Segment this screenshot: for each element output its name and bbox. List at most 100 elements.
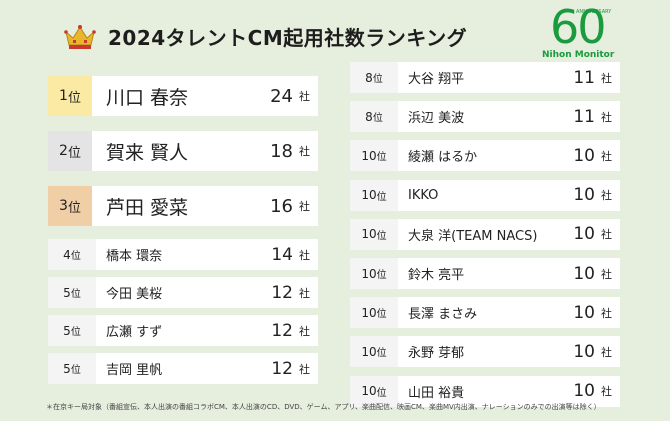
rank-number: 10 xyxy=(361,227,377,242)
count-value: 14 xyxy=(271,244,293,265)
count-value: 11 xyxy=(573,67,595,88)
rank-suffix: 位 xyxy=(70,251,81,262)
ranking-row: 8 位浜辺 美波 11 社 xyxy=(350,101,620,133)
rank-cell: 10 位 xyxy=(350,179,398,211)
rank-number: 3 xyxy=(59,198,68,214)
ranking-row: 10 位長澤 まさみ 10 社 xyxy=(350,297,620,329)
rank-suffix: 位 xyxy=(376,270,387,281)
company-count: 18 社 xyxy=(248,131,318,171)
rank-cell: 10 位 xyxy=(350,258,398,289)
count-unit: 社 xyxy=(601,385,612,399)
count-value: 12 xyxy=(271,282,293,303)
count-unit: 社 xyxy=(299,90,310,103)
company-count: 14 社 xyxy=(248,239,318,270)
company-count: 12 社 xyxy=(248,353,318,384)
rank-suffix: 位 xyxy=(376,348,387,360)
rank-number: 1 xyxy=(59,88,68,104)
ranking-row: 1 位川口 春奈 24 社 xyxy=(48,76,318,116)
company-count: 10 社 xyxy=(550,376,620,407)
rank-number: 8 xyxy=(365,70,373,85)
count-unit: 社 xyxy=(601,306,612,320)
talent-name: 芦田 愛菜 xyxy=(106,196,189,219)
count-unit: 社 xyxy=(299,286,310,300)
company-count: 10 社 xyxy=(550,140,620,171)
company-count: 24 社 xyxy=(248,76,318,116)
talent-name: 永野 芽郁 xyxy=(408,346,465,362)
rank-suffix: 位 xyxy=(67,90,81,106)
company-count: 10 社 xyxy=(550,336,620,367)
count-unit: 社 xyxy=(601,149,612,163)
rank-suffix: 位 xyxy=(70,327,81,338)
ranking-row: 8 位大谷 翔平 11 社 xyxy=(350,62,620,93)
count-value: 11 xyxy=(573,106,595,127)
count-value: 10 xyxy=(573,224,595,245)
company-count: 10 社 xyxy=(550,297,620,328)
talent-name: 綾瀬 はるか xyxy=(408,150,478,166)
count-value: 10 xyxy=(573,341,595,362)
footnote: ＊在京キー局対象（番組宣伝、本人出演の番組コラボCM、本人出演のCD、DVD、ゲ… xyxy=(46,403,601,411)
rank-suffix: 位 xyxy=(376,152,387,164)
company-count: 12 社 xyxy=(248,277,318,308)
count-value: 24 xyxy=(270,85,293,107)
talent-name: 今田 美桜 xyxy=(106,287,163,302)
rank-suffix: 位 xyxy=(372,74,383,85)
company-count: 16 社 xyxy=(248,186,318,226)
count-unit: 社 xyxy=(601,228,612,242)
talent-name: 吉岡 里帆 xyxy=(106,363,163,378)
company-count: 11 社 xyxy=(550,62,620,93)
talent-name: 賀来 賢人 xyxy=(106,141,189,164)
talent-name: 川口 春奈 xyxy=(106,86,189,109)
rank-suffix: 位 xyxy=(376,387,387,399)
logo-tagline: ANNIVERSARY xyxy=(576,9,612,15)
count-unit: 社 xyxy=(601,189,612,203)
count-value: 10 xyxy=(573,381,595,402)
talent-name: 橋本 環奈 xyxy=(106,249,163,264)
ranking-row: 10 位 綾瀬 はるか 10 社 xyxy=(350,140,620,172)
rank-number: 10 xyxy=(361,344,377,359)
rank-suffix: 位 xyxy=(376,309,387,321)
rank-number: 5 xyxy=(63,285,71,300)
company-count: 10 社 xyxy=(550,258,620,289)
ranking-row: 10 位 IKKO 10 社 xyxy=(350,179,620,211)
nihon-monitor-logo: 60 ANNIVERSARY Nihon Monitor xyxy=(532,0,632,66)
rank-suffix: 位 xyxy=(70,289,81,300)
rank-suffix: 位 xyxy=(376,191,387,203)
rank-suffix: 位 xyxy=(70,365,81,376)
talent-name: 広瀬 すず xyxy=(106,325,163,340)
rank-cell: 10 位 xyxy=(350,297,398,329)
talent-name: IKKO xyxy=(408,187,439,203)
company-count: 12 社 xyxy=(248,315,318,346)
ranking-row: 10 位鈴木 亮平 10 社 xyxy=(350,258,620,289)
count-value: 12 xyxy=(271,320,293,341)
rank-number: 8 xyxy=(365,109,373,124)
talent-name: 浜辺 美波 xyxy=(408,111,465,127)
count-value: 10 xyxy=(573,302,595,323)
rank-number: 4 xyxy=(63,247,71,262)
count-unit: 社 xyxy=(299,362,310,376)
page-title: 2024タレントCM起用社数ランキング xyxy=(108,26,468,50)
rank-cell: 10 位 xyxy=(350,218,398,250)
count-value: 10 xyxy=(573,145,595,166)
rank-number: 10 xyxy=(361,188,377,203)
ranking-row: 2 位賀来 賢人 18 社 xyxy=(48,131,318,171)
ranking-row: 10 位永野 芽郁 10 社 xyxy=(350,336,620,368)
rank-number: 5 xyxy=(63,361,71,376)
ranking-row: 10 位大泉 洋(TEAM NACS) 10 社 xyxy=(350,218,620,250)
rank-number: 2 xyxy=(59,143,68,159)
count-unit: 社 xyxy=(299,248,310,262)
count-value: 18 xyxy=(270,140,293,162)
ranking-row: 5 位吉岡 里帆 12 社 xyxy=(48,353,318,384)
rank-number: 5 xyxy=(63,323,71,338)
count-unit: 社 xyxy=(601,267,612,281)
rank-number: 10 xyxy=(361,305,377,320)
count-unit: 社 xyxy=(601,110,612,124)
